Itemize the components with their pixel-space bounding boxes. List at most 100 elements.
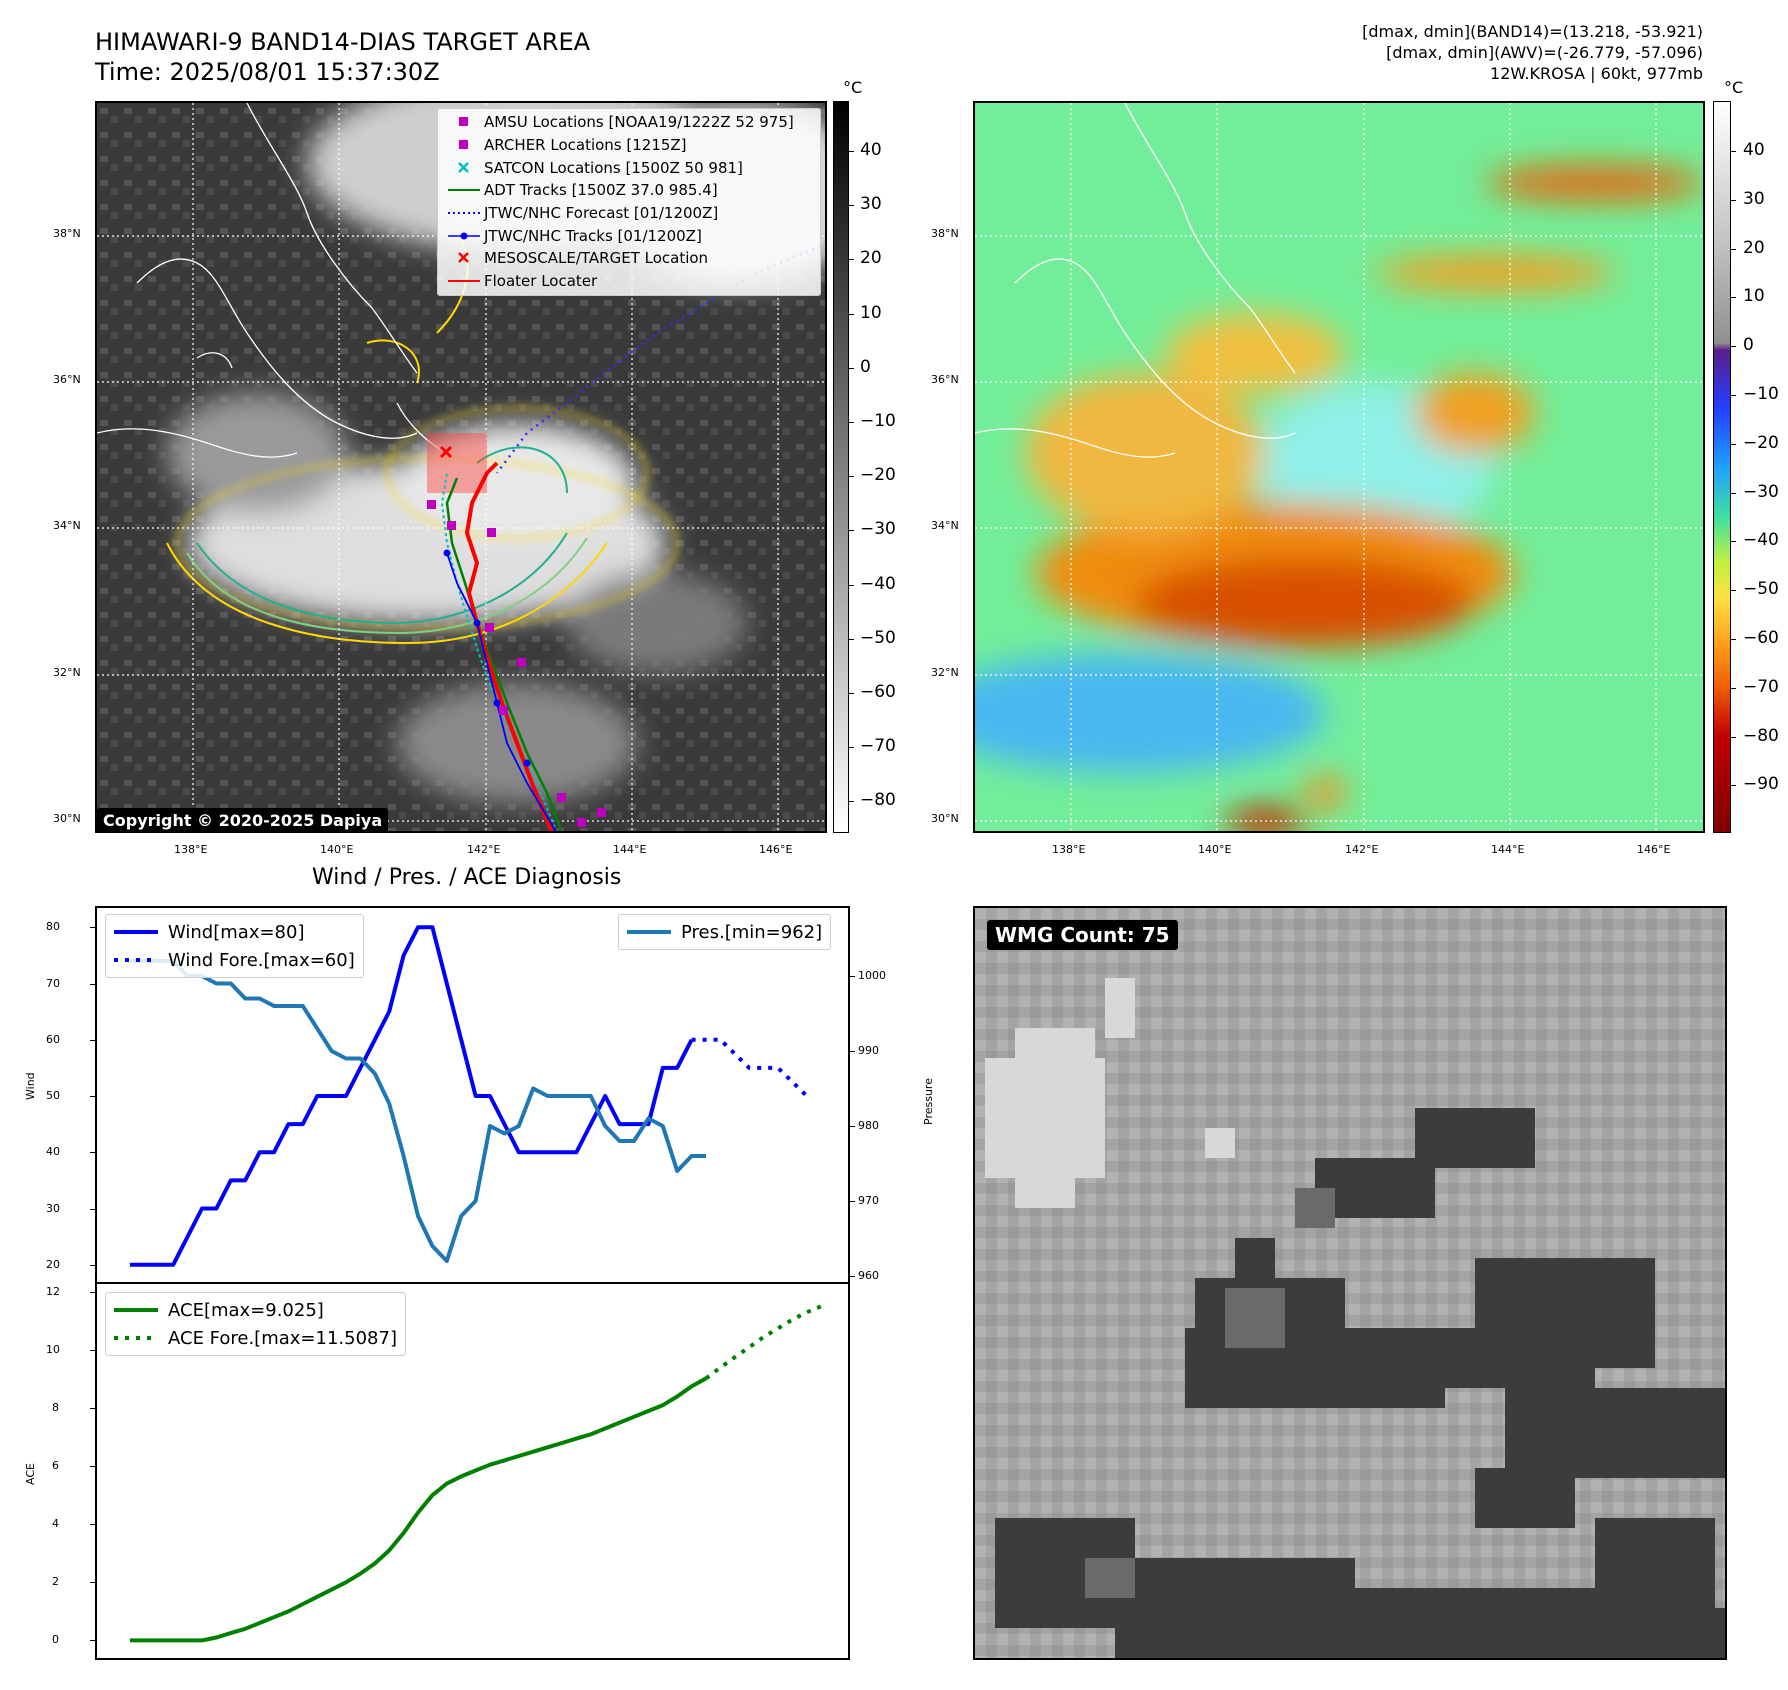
map-lon-tick: 138°E	[174, 843, 208, 856]
awv-colorbar	[1713, 101, 1731, 833]
ace-ytick-mark	[90, 1292, 95, 1293]
ir-legend-label: JTWC/NHC Forecast [01/1200Z]	[484, 204, 719, 223]
pressure-ytick-mark	[850, 976, 855, 977]
diagnosis-title: Wind / Pres. / ACE Diagnosis	[312, 865, 622, 890]
ir-colorbar-tick: −50	[860, 627, 896, 648]
wind-ytick: 70	[46, 976, 60, 990]
ir-legend-symbol	[444, 204, 484, 222]
ace-plot-area	[130, 1304, 822, 1643]
awv-colorbar-tick: 30	[1743, 188, 1765, 209]
wind-ytick-mark	[90, 1096, 95, 1097]
ir-legend-label: ADT Tracks [1500Z 37.0 985.4]	[484, 181, 718, 200]
ace-ytick-mark	[90, 1408, 95, 1410]
ace-ytick: 6	[52, 1459, 59, 1473]
wmg-count-badge: WMG Count: 75	[987, 920, 1178, 950]
wind-ytick-mark	[90, 927, 95, 929]
awv-colorbar-tick: −60	[1743, 628, 1779, 648]
ir-legend-label: Floater Locater	[484, 272, 598, 291]
awv-colorbar-tick-mark	[1731, 297, 1736, 299]
ir-colorbar-tick-mark	[849, 151, 854, 152]
ir-legend-item: SATCON Locations [1500Z 50 981]	[444, 156, 814, 179]
map-lat-tick: 34°N	[931, 519, 959, 532]
ir-legend-symbol	[444, 227, 484, 245]
ir-colorbar-tick: −60	[860, 682, 896, 702]
awv-colorbar-tick: −20	[1743, 432, 1779, 453]
legend-pressure: Pres.[min=962]	[627, 921, 823, 943]
pressure-axis-label: Pressure	[922, 1078, 935, 1125]
awv-colorbar-tick: 0	[1743, 335, 1754, 356]
pressure-ytick-mark	[850, 1201, 855, 1202]
ir-colorbar-tick-mark	[849, 693, 854, 694]
ir-colorbar-tick: −80	[860, 790, 896, 811]
ir-colorbar-tick: 10	[860, 302, 882, 323]
map-lon-tick: 138°E	[1052, 843, 1086, 856]
ace-ytick: 0	[52, 1633, 59, 1647]
awv-colorbar-unit: °C	[1724, 78, 1744, 97]
awv-map-image	[975, 103, 1703, 831]
map-lon-tick: 144°E	[1491, 843, 1525, 856]
ir-colorbar-tick-mark	[849, 313, 854, 315]
wind-ytick: 80	[46, 920, 60, 934]
map-lat-tick: 30°N	[931, 812, 959, 825]
ir-colorbar-tick: 20	[860, 248, 882, 269]
wind-ytick: 60	[46, 1032, 60, 1046]
wmg-image	[975, 908, 1725, 1658]
pressure-ytick: 980	[858, 1119, 879, 1132]
map-lon-tick: 146°E	[1637, 843, 1671, 856]
awv-colorbar-tick-mark	[1731, 346, 1736, 348]
awv-colorbar-tick: −30	[1743, 481, 1779, 502]
ir-colorbar	[833, 101, 849, 833]
ir-colorbar-tick: −70	[860, 736, 896, 757]
wind-ytick: 20	[46, 1257, 60, 1271]
ir-legend-item: Floater Locater	[444, 270, 814, 293]
awv-colorbar-tick: −50	[1743, 579, 1779, 600]
ir-legend-item: JTWC/NHC Forecast [01/1200Z]	[444, 202, 814, 225]
legend-ace: ACE[max=9.025]	[114, 1299, 324, 1321]
map-lon-tick: 142°E	[1345, 843, 1379, 856]
awv-colorbar-tick-mark	[1731, 199, 1736, 201]
ir-legend-label: SATCON Locations [1500Z 50 981]	[484, 158, 743, 177]
wind-ytick: 40	[46, 1145, 60, 1159]
awv-colorbar-tick-mark	[1731, 687, 1736, 689]
ace-ytick-mark	[90, 1582, 95, 1584]
pressure-ytick-mark	[850, 1051, 855, 1052]
pressure-ytick-mark	[850, 1126, 855, 1127]
ir-colorbar-tick: −20	[860, 465, 896, 486]
figure-title: HIMAWARI-9 BAND14-DIAS TARGET AREA	[95, 28, 591, 56]
ace-ytick-mark	[90, 1350, 95, 1352]
awv-colorbar-tick: −90	[1743, 774, 1779, 795]
ir-colorbar-tick: 30	[860, 194, 882, 215]
wind-ytick-mark	[90, 1264, 95, 1266]
awv-colorbar-tick-mark	[1731, 736, 1736, 738]
series-line-0-1	[691, 1037, 809, 1098]
awv-colorbar-tick-mark	[1731, 151, 1736, 152]
ace-ytick-mark	[90, 1640, 95, 1642]
ir-legend-item: ARCHER Locations [1215Z]	[444, 134, 814, 157]
ir-legend-symbol	[444, 272, 484, 290]
legend-wind-forecast: Wind Fore.[max=60]	[114, 949, 355, 971]
ace-plot	[95, 1282, 850, 1660]
wind-pres-plot-area	[130, 925, 809, 1267]
wind-ytick-mark	[90, 983, 95, 985]
map-lat-tick: 36°N	[931, 373, 959, 386]
info-awv-range: [dmax, dmin](AWV)=(-26.779, -57.096)	[1386, 43, 1703, 62]
ir-colorbar-unit: °C	[843, 78, 863, 97]
awv-colorbar-tick-mark	[1731, 639, 1736, 640]
ir-legend-symbol	[444, 249, 484, 267]
awv-colorbar-tick-mark	[1731, 443, 1736, 445]
ace-ytick: 8	[52, 1401, 59, 1415]
map-lat-tick: 38°N	[53, 227, 81, 240]
map-lat-tick: 34°N	[53, 519, 81, 532]
awv-colorbar-tick: −40	[1743, 530, 1779, 551]
ace-ytick: 4	[52, 1517, 59, 1531]
awv-colorbar-tick-mark	[1731, 785, 1736, 787]
pressure-ytick: 990	[858, 1044, 879, 1057]
ir-legend-item: MESOSCALE/TARGET Location	[444, 247, 814, 270]
ir-map-legend: AMSU Locations [NOAA19/1222Z 52 975] ARCH…	[437, 108, 821, 296]
ir-colorbar-tick-mark	[849, 801, 854, 803]
awv-colorbar-tick-mark	[1731, 248, 1736, 250]
ace-ytick: 2	[52, 1575, 59, 1589]
copyright-badge: Copyright © 2020-2025 Dapiya	[97, 808, 389, 831]
awv-map-panel	[973, 101, 1705, 833]
wmg-panel: WMG Count: 75	[973, 906, 1727, 1660]
